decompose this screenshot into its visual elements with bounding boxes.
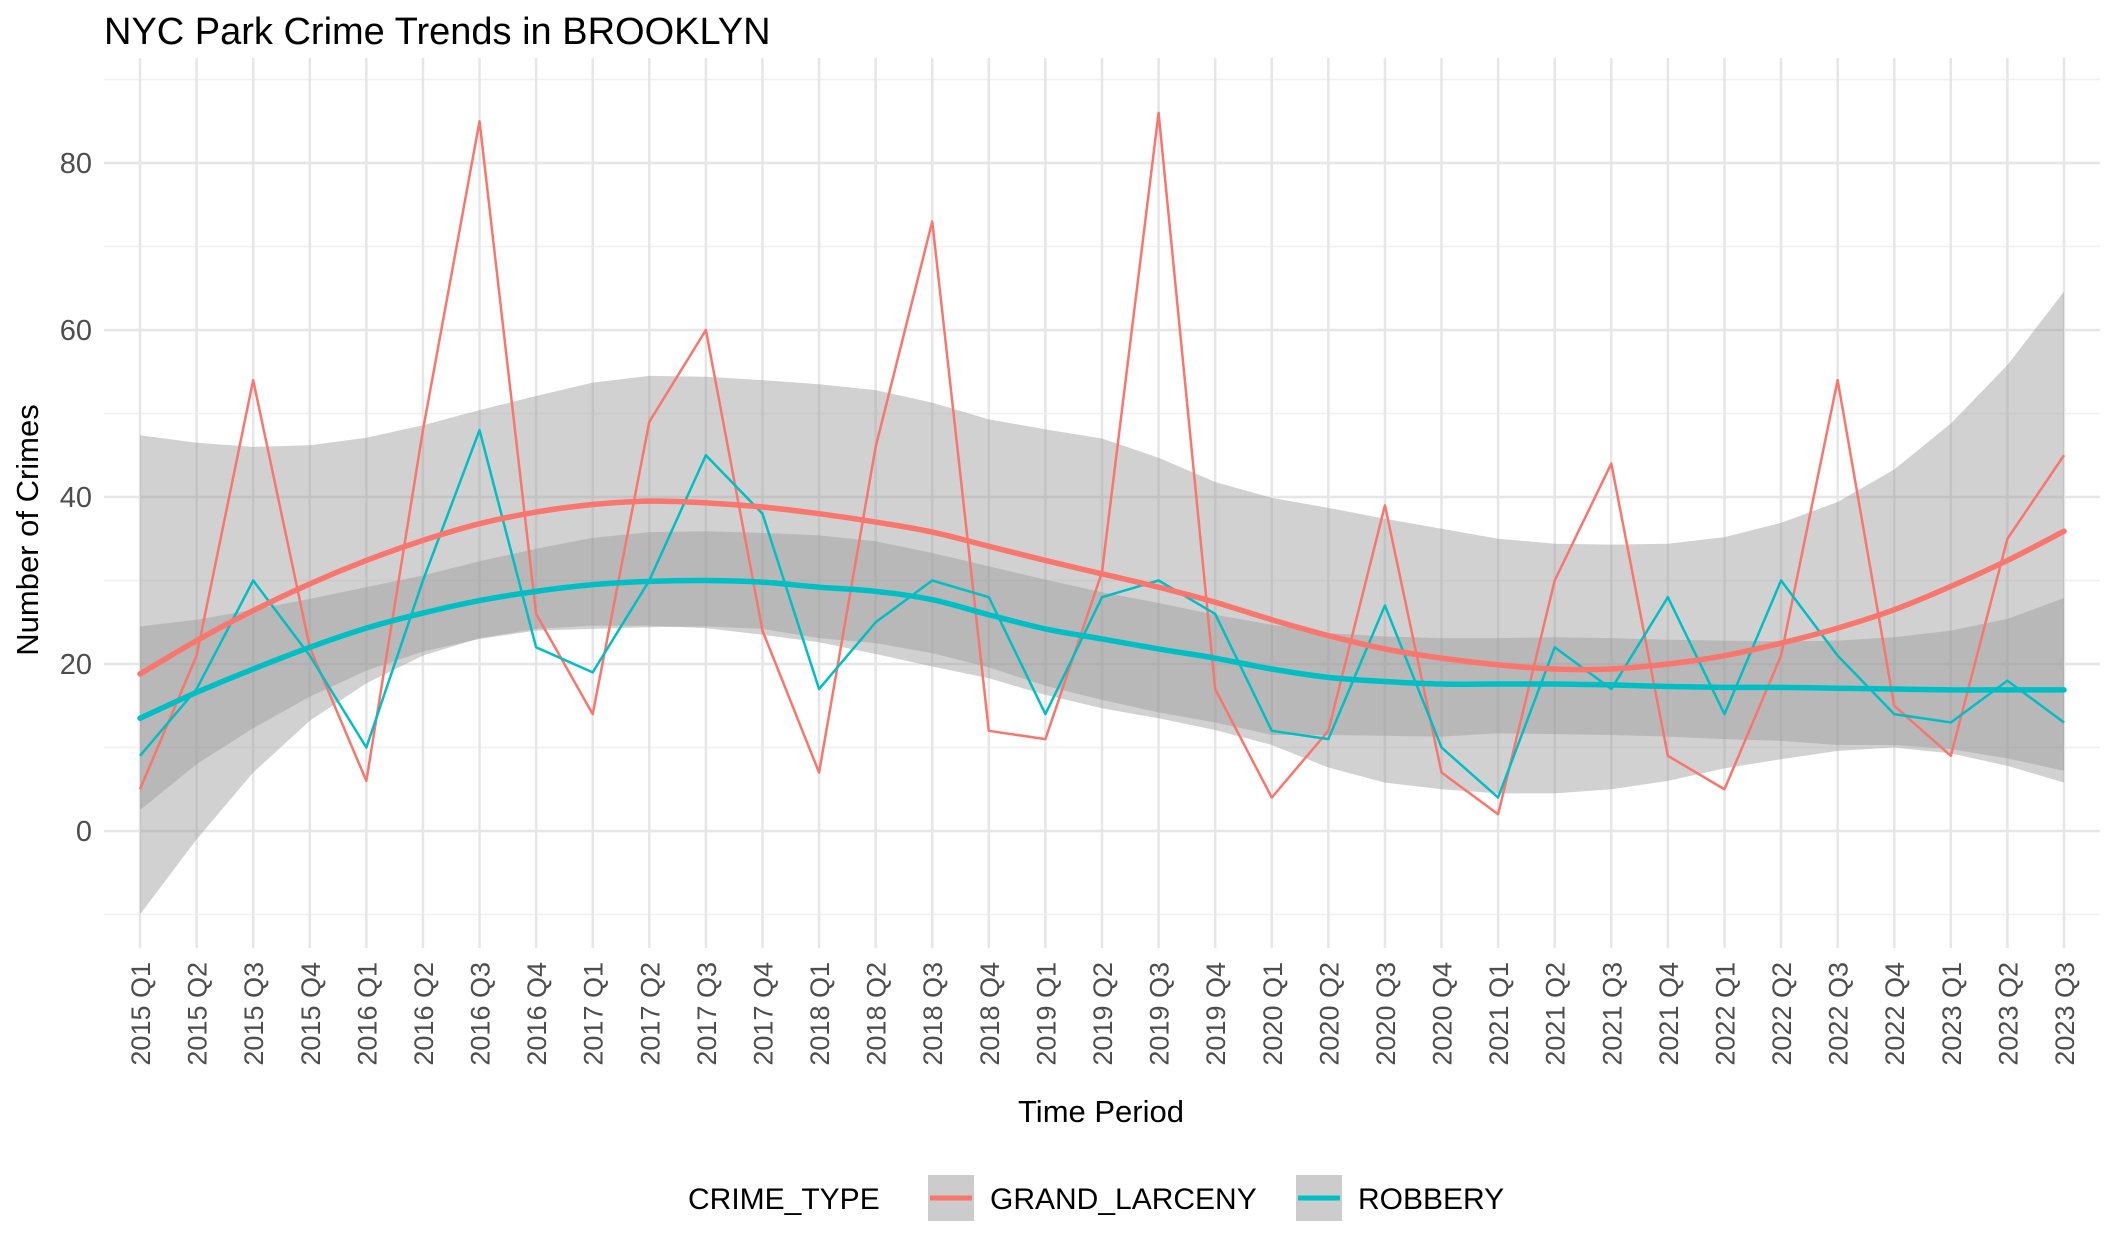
y-axis-title: Number of Crimes	[10, 404, 45, 656]
x-tick-label: 2022 Q2	[1767, 962, 1797, 1066]
x-tick-label: 2015 Q4	[296, 962, 326, 1066]
x-tick-label: 2020 Q2	[1314, 962, 1344, 1066]
x-axis-ticks: 2015 Q1 2015 Q2 2015 Q3 2015 Q4 2016 Q1 2016 …	[126, 962, 2080, 1066]
chart-title: NYC Park Crime Trends in BROOKLYN	[104, 11, 771, 53]
smooth-trend-lines	[137, 498, 2067, 722]
y-tick-label: 40	[60, 482, 92, 514]
x-tick-label: 2016 Q4	[522, 962, 552, 1066]
y-tick-label: 80	[60, 148, 92, 180]
x-tick-label: 2015 Q1	[126, 962, 156, 1066]
x-tick-label: 2022 Q3	[1824, 962, 1854, 1066]
x-tick-label: 2021 Q3	[1597, 962, 1627, 1066]
x-tick-label: 2021 Q4	[1654, 962, 1684, 1066]
x-axis-title: Time Period	[1018, 1094, 1184, 1129]
x-tick-label: 2019 Q2	[1088, 962, 1118, 1066]
x-tick-label: 2017 Q4	[748, 962, 778, 1066]
x-tick-label: 2016 Q3	[466, 962, 496, 1066]
y-tick-label: 0	[76, 816, 92, 848]
x-tick-label: 2016 Q1	[352, 962, 382, 1066]
x-tick-label: 2015 Q2	[183, 962, 213, 1066]
x-tick-label: 2020 Q1	[1258, 962, 1288, 1066]
x-tick-label: 2020 Q3	[1371, 962, 1401, 1066]
x-tick-label: 2023 Q3	[2050, 962, 2080, 1066]
x-tick-label: 2018 Q4	[975, 962, 1005, 1066]
x-tick-label: 2021 Q2	[1541, 962, 1571, 1066]
series-line-robbery	[139, 428, 2065, 799]
x-tick-label: 2019 Q3	[1145, 962, 1175, 1066]
x-tick-label: 2023 Q2	[1993, 962, 2023, 1066]
smooth-line-grand-larceny	[137, 498, 2067, 677]
confidence-band-grand-larceny	[140, 291, 2064, 915]
y-axis-ticks: 0 20 40 60 80	[60, 148, 92, 848]
x-tick-label: 2022 Q4	[1880, 962, 1910, 1066]
legend: CRIME_TYPE GRAND_LARCENY ROBBERY	[688, 1175, 1504, 1221]
legend-item-grand-larceny: GRAND_LARCENY	[928, 1175, 1257, 1221]
x-tick-label: 2015 Q3	[239, 962, 269, 1066]
smooth-line-robbery	[137, 577, 2067, 722]
x-tick-label: 2017 Q1	[579, 962, 609, 1066]
x-tick-label: 2018 Q3	[918, 962, 948, 1066]
y-tick-label: 20	[60, 649, 92, 681]
x-tick-label: 2023 Q1	[1937, 962, 1967, 1066]
x-tick-label: 2017 Q2	[635, 962, 665, 1066]
legend-label: ROBBERY	[1358, 1183, 1504, 1216]
x-tick-label: 2020 Q4	[1428, 962, 1458, 1066]
x-tick-label: 2022 Q1	[1710, 962, 1740, 1066]
legend-label: GRAND_LARCENY	[990, 1183, 1257, 1216]
legend-item-robbery: ROBBERY	[1296, 1175, 1504, 1221]
major-gridlines	[104, 58, 2100, 948]
x-tick-label: 2016 Q2	[409, 962, 439, 1066]
x-tick-label: 2018 Q1	[805, 962, 835, 1066]
x-tick-label: 2018 Q2	[862, 962, 892, 1066]
x-tick-label: 2019 Q4	[1201, 962, 1231, 1066]
x-tick-label: 2019 Q1	[1031, 962, 1061, 1066]
legend-title: CRIME_TYPE	[688, 1183, 880, 1216]
y-tick-label: 60	[60, 315, 92, 347]
confidence-bands	[140, 291, 2064, 915]
x-tick-label: 2017 Q3	[692, 962, 722, 1066]
confidence-band-robbery	[140, 531, 2064, 811]
x-tick-label: 2021 Q1	[1484, 962, 1514, 1066]
